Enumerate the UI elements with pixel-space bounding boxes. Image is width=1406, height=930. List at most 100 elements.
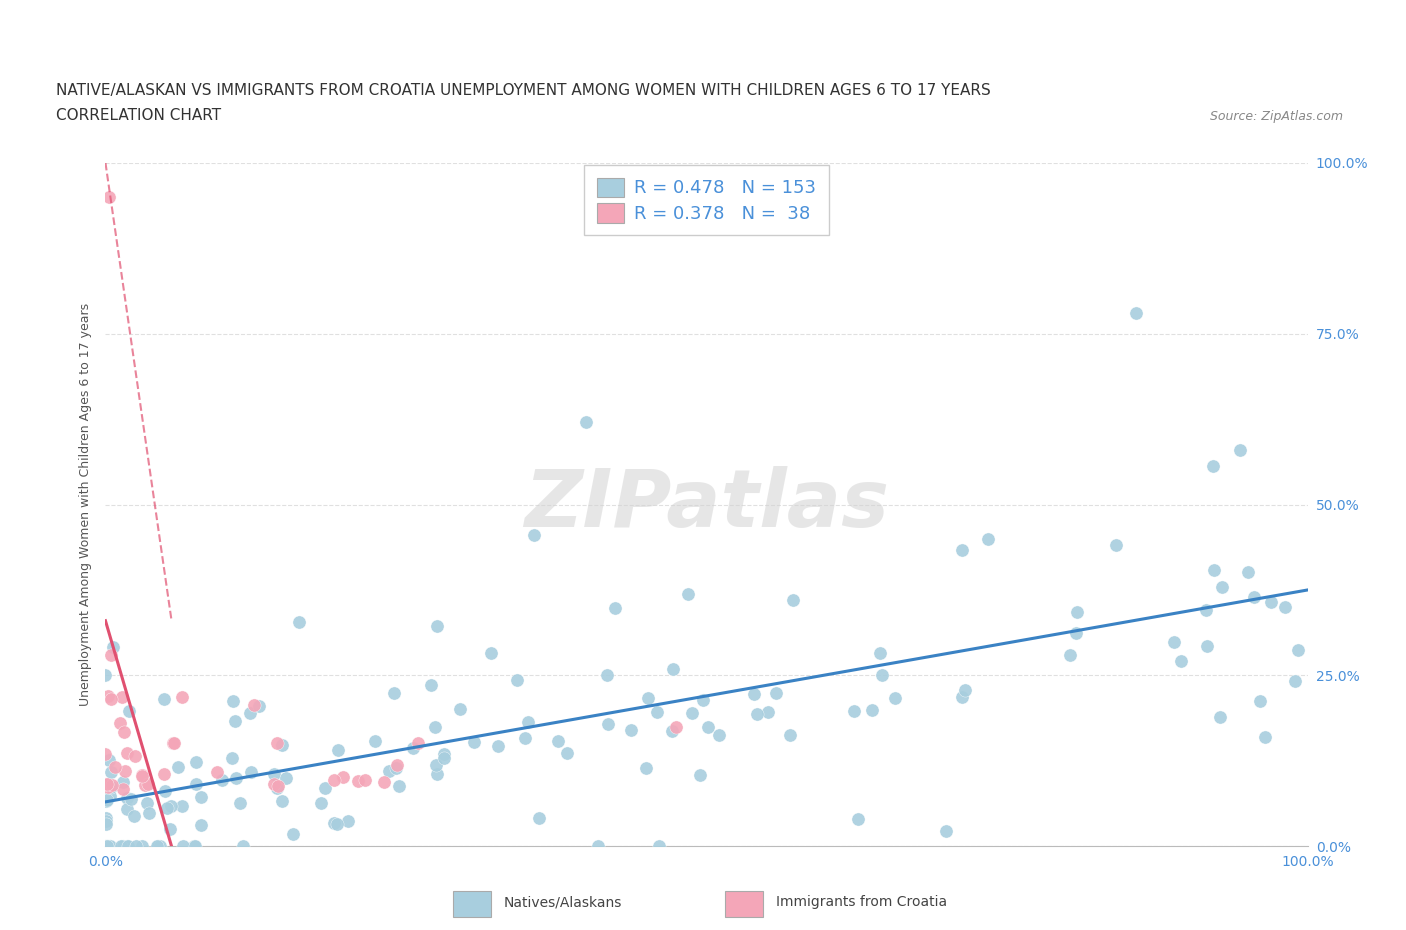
Point bbox=[506, 672, 529, 687]
Point bbox=[515, 731, 537, 746]
Point bbox=[172, 839, 194, 854]
Point bbox=[1163, 634, 1185, 649]
Point bbox=[346, 773, 368, 788]
Point bbox=[94, 811, 117, 826]
Point bbox=[148, 839, 170, 854]
Point bbox=[134, 777, 156, 792]
Text: Source: ZipAtlas.com: Source: ZipAtlas.com bbox=[1209, 110, 1343, 123]
Point bbox=[108, 716, 131, 731]
Text: Natives/Alaskans: Natives/Alaskans bbox=[505, 895, 623, 910]
Point bbox=[111, 839, 134, 854]
Point bbox=[332, 769, 354, 784]
Text: ZIPatlas: ZIPatlas bbox=[524, 466, 889, 543]
Point bbox=[94, 777, 117, 791]
Point bbox=[1202, 459, 1225, 474]
Point bbox=[170, 799, 193, 814]
Point bbox=[756, 704, 779, 719]
Point bbox=[100, 778, 122, 793]
Point bbox=[598, 717, 620, 732]
Legend: R = 0.478   N = 153, R = 0.378   N =  38: R = 0.478 N = 153, R = 0.378 N = 38 bbox=[583, 165, 830, 235]
Point bbox=[1209, 710, 1232, 724]
Point bbox=[1243, 590, 1265, 604]
Point bbox=[184, 755, 207, 770]
Point bbox=[94, 814, 117, 829]
Point bbox=[637, 690, 659, 705]
Point bbox=[115, 839, 138, 854]
Point bbox=[665, 720, 688, 735]
Point bbox=[692, 692, 714, 707]
Point bbox=[588, 839, 610, 854]
Point bbox=[765, 685, 787, 700]
Point bbox=[425, 720, 447, 735]
Point bbox=[846, 812, 869, 827]
Point bbox=[527, 811, 550, 826]
Point bbox=[288, 615, 311, 630]
Point bbox=[145, 839, 167, 854]
Point bbox=[94, 817, 117, 831]
Point bbox=[1249, 694, 1271, 709]
Point bbox=[124, 839, 146, 854]
Point bbox=[314, 780, 336, 795]
Point bbox=[205, 764, 228, 779]
Point bbox=[136, 796, 159, 811]
Point bbox=[96, 839, 118, 854]
Point bbox=[425, 758, 447, 773]
Point bbox=[100, 839, 122, 854]
Point bbox=[953, 683, 976, 698]
Point bbox=[131, 839, 153, 854]
Point bbox=[183, 839, 205, 854]
Point bbox=[648, 839, 671, 854]
Point bbox=[842, 703, 865, 718]
Point bbox=[100, 691, 122, 706]
Point bbox=[190, 790, 212, 804]
Point bbox=[950, 542, 973, 557]
FancyBboxPatch shape bbox=[725, 891, 763, 917]
Point bbox=[387, 778, 409, 793]
Point bbox=[114, 764, 136, 778]
Point bbox=[131, 767, 153, 782]
Point bbox=[111, 689, 134, 704]
Point bbox=[153, 783, 176, 798]
Point bbox=[1064, 626, 1087, 641]
Point bbox=[336, 814, 359, 829]
Point bbox=[1125, 306, 1147, 321]
Point bbox=[267, 778, 290, 793]
Point bbox=[707, 727, 730, 742]
Point bbox=[163, 736, 186, 751]
Point bbox=[101, 640, 124, 655]
Point bbox=[100, 764, 122, 779]
Point bbox=[104, 760, 127, 775]
Point bbox=[94, 839, 117, 854]
Point bbox=[681, 706, 703, 721]
Point bbox=[100, 780, 122, 795]
Point bbox=[1059, 648, 1081, 663]
Point bbox=[433, 747, 456, 762]
Point bbox=[860, 703, 883, 718]
Point bbox=[276, 770, 298, 785]
Point bbox=[636, 761, 658, 776]
Point bbox=[325, 817, 347, 831]
Text: CORRELATION CHART: CORRELATION CHART bbox=[56, 108, 221, 123]
Point bbox=[117, 839, 139, 854]
Point bbox=[309, 796, 332, 811]
Point bbox=[385, 758, 408, 773]
Point bbox=[555, 746, 578, 761]
Point bbox=[100, 647, 122, 662]
FancyBboxPatch shape bbox=[453, 891, 492, 917]
Point bbox=[115, 746, 138, 761]
Y-axis label: Unemployment Among Women with Children Ages 6 to 17 years: Unemployment Among Women with Children A… bbox=[79, 303, 93, 706]
Point bbox=[115, 802, 138, 817]
Point bbox=[94, 668, 117, 683]
Point bbox=[149, 839, 172, 854]
Point bbox=[153, 767, 176, 782]
Point bbox=[232, 839, 254, 854]
Point bbox=[96, 777, 118, 791]
Point bbox=[138, 777, 160, 791]
Point bbox=[283, 827, 305, 842]
Point bbox=[159, 822, 181, 837]
Point bbox=[120, 791, 142, 806]
Point bbox=[131, 769, 153, 784]
Point bbox=[97, 689, 120, 704]
Point bbox=[872, 668, 894, 683]
Point bbox=[977, 532, 1000, 547]
